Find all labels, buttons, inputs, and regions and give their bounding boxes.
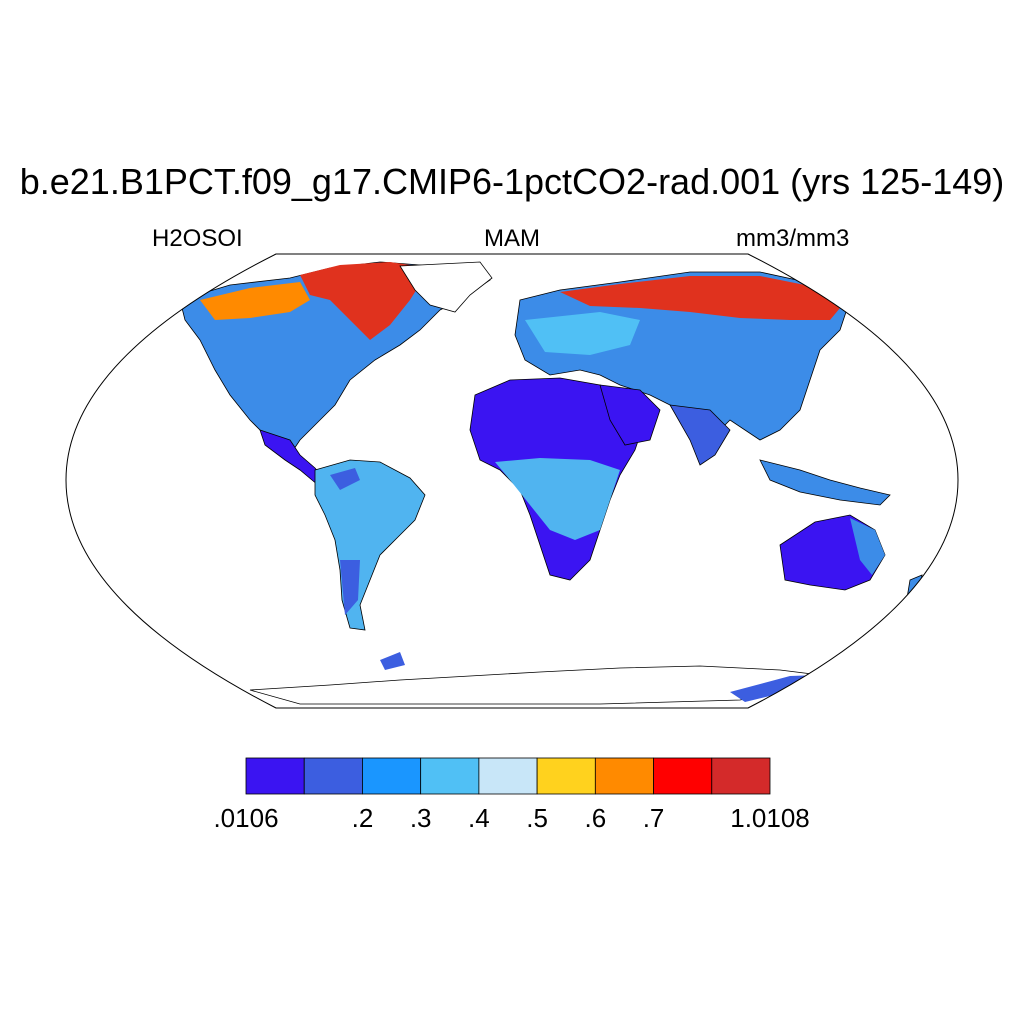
north-america-arctic [300, 262, 430, 340]
colorbar-box [362, 757, 422, 795]
colorbar-box [711, 757, 771, 795]
colorbar-tick-label: .4 [468, 803, 490, 833]
colorbar-tick-label: .2 [351, 803, 374, 833]
antarctica-land [249, 665, 822, 705]
colorbar-tick-label: .0106 [213, 803, 279, 833]
greenland-land [399, 261, 493, 313]
colorbar-box [594, 757, 654, 795]
season-label: MAM [484, 225, 540, 252]
variable-label: H2OSOI [152, 225, 243, 252]
colorbar-box [420, 757, 480, 795]
colorbar-tick-label: .5 [526, 803, 548, 833]
south-america-dry [330, 468, 360, 615]
europe-light [525, 312, 640, 355]
colorbar-tick-label: .7 [642, 803, 665, 833]
colorbar-box [478, 757, 538, 795]
colorbar-tick-label: .3 [409, 803, 432, 833]
africa-tropics [495, 458, 620, 540]
map-outline [65, 253, 959, 709]
australia-coast [850, 518, 885, 575]
colorbar [245, 757, 771, 795]
colorbar-box [536, 757, 596, 795]
colorbar-tick-label: .6 [584, 803, 607, 833]
south-america-land [314, 459, 426, 631]
colorbar-box [653, 757, 713, 795]
colorbar-tick-label: 1.0108 [730, 803, 810, 833]
colorbar-box [303, 757, 363, 795]
southeast-asia-islands [759, 459, 891, 506]
arabia-land [599, 384, 661, 446]
colorbar-labels: .0106 .2 .3 .4 .5 .6 .7 1.0108 [0, 802, 1024, 836]
units-label: mm3/mm3 [736, 225, 850, 252]
india-land [669, 404, 731, 466]
siberia-wet [560, 276, 845, 320]
north-america-orange [200, 282, 310, 320]
colorbar-box [245, 757, 305, 795]
plot-title: b.e21.B1PCT.f09_g17.CMIP6-1pctCO2-rad.00… [19, 161, 1005, 202]
